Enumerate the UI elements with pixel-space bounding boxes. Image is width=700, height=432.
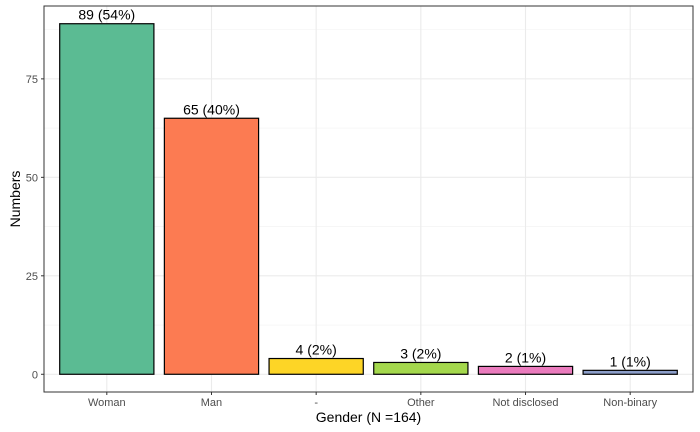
x-axis-title: Gender (N =164) — [316, 409, 421, 425]
y-tick-label: 50 — [26, 172, 38, 184]
data-label: 89 (54%) — [78, 7, 135, 23]
y-axis: 0 25 50 75 — [26, 74, 44, 381]
x-tick-label: Other — [407, 397, 435, 409]
bar — [59, 23, 155, 375]
bar — [477, 365, 574, 375]
data-labels: 89 (54%) 65 (40%) 4 (2%) 3 (2%) 2 (1%) 1 (1%) — [78, 7, 650, 370]
x-tick-label: - — [314, 397, 318, 409]
data-label: 4 (2%) — [296, 342, 337, 358]
x-tick-label: Not disclosed — [492, 397, 558, 409]
y-tick-label: 75 — [26, 74, 38, 86]
bar — [582, 369, 678, 375]
x-tick-label: Non-binary — [603, 397, 657, 409]
x-axis: Woman Man - Other Not disclosed Non-binary — [88, 392, 658, 409]
x-tick-label: Man — [201, 397, 222, 409]
x-tick-label: Woman — [88, 397, 126, 409]
bar — [268, 357, 364, 375]
y-axis-title: Numbers — [7, 171, 23, 228]
bar — [163, 117, 260, 375]
plot-border — [43, 5, 694, 393]
data-label: 1 (1%) — [610, 353, 651, 369]
bars — [59, 23, 678, 375]
bar — [373, 361, 469, 375]
y-tick-label: 0 — [32, 369, 38, 381]
data-label: 3 (2%) — [400, 345, 441, 361]
y-tick-label: 25 — [26, 271, 38, 283]
data-label: 65 (40%) — [183, 101, 240, 117]
data-label: 2 (1%) — [505, 349, 546, 365]
